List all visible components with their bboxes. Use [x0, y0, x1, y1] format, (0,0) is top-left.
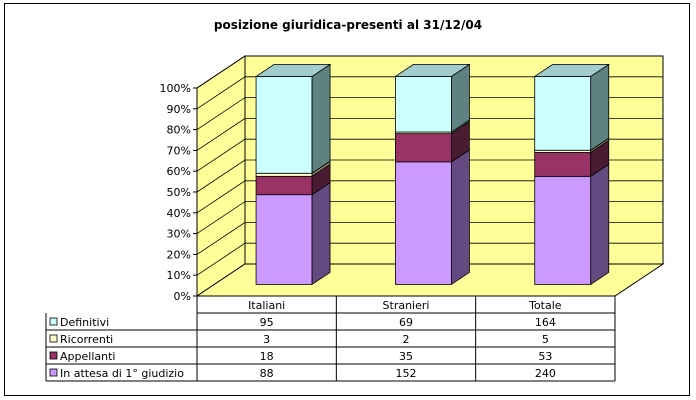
- y-tick-label: 70%: [167, 144, 191, 157]
- table-cell-value: 18: [260, 350, 274, 363]
- y-tick-label: 90%: [167, 103, 191, 116]
- gridline: [196, 55, 663, 89]
- gridline: [196, 76, 663, 110]
- y-tick-label: 20%: [167, 248, 191, 261]
- bar-side-Italiani-0: [311, 181, 331, 286]
- y-tick-label: 10%: [167, 269, 191, 282]
- y-tick-label: 60%: [167, 165, 191, 178]
- bar-Stranieri-3: [394, 76, 452, 133]
- bar-top-Stranieri: [394, 64, 471, 77]
- table-cell-value: 2: [403, 333, 410, 346]
- bar-Italiani-2: [255, 172, 313, 177]
- y-tick-label: 80%: [167, 124, 191, 137]
- gridline: [196, 201, 663, 234]
- bar-Totale-0: [534, 175, 592, 285]
- bar-Stranieri-1: [394, 133, 452, 163]
- table-cell-value: 53: [538, 350, 552, 363]
- bar-Italiani-3: [255, 76, 313, 174]
- table-cell-value: 95: [260, 316, 274, 329]
- y-tick-label: 0%: [174, 290, 191, 303]
- y-tick-label: 100%: [160, 82, 191, 95]
- legend-entry: Ricorrenti: [60, 333, 113, 346]
- y-tick-label: 40%: [167, 207, 191, 220]
- table-cell-value: 88: [260, 367, 274, 380]
- table-cell-value: 3: [263, 333, 270, 346]
- chart-title: posizione giuridica-presenti al 31/12/04: [213, 18, 483, 32]
- table-cell-value: 164: [535, 316, 556, 329]
- table-cell-value: 240: [535, 367, 556, 380]
- gridline: [196, 221, 663, 255]
- legend-entry: In attesa di 1° giudizio: [60, 367, 184, 380]
- bar-side-Totale-3: [590, 63, 610, 151]
- table-cell-value: 5: [542, 333, 549, 346]
- legend-swatch-1: [49, 351, 58, 360]
- legend-entry: Appellanti: [60, 350, 115, 363]
- legend-entry: Definitivi: [60, 316, 109, 329]
- gridline: [196, 180, 663, 214]
- legend-swatch-0: [49, 368, 58, 377]
- x-category-label: Stranieri: [383, 299, 430, 312]
- gridline: [196, 118, 663, 151]
- gridline: [196, 97, 663, 130]
- gridline: [196, 159, 663, 193]
- table-cell-value: 152: [396, 367, 417, 380]
- bar-Italiani-1: [255, 175, 313, 196]
- bar-Totale-3: [534, 76, 592, 151]
- bar-Italiani-0: [255, 194, 313, 285]
- bar-Totale-1: [534, 152, 592, 177]
- bar-side-Totale-0: [590, 163, 610, 286]
- bar-top-Italiani: [254, 64, 332, 77]
- bar-side-Stranieri-0: [450, 149, 470, 286]
- x-category-label: Totale: [528, 299, 562, 312]
- legend-swatch-2: [49, 334, 58, 343]
- x-category-label: Italiani: [248, 299, 285, 312]
- bar-top-Totale: [533, 64, 611, 77]
- legend-swatch-3: [49, 317, 58, 326]
- gridline: [196, 138, 663, 172]
- bar-side-Italiani-3: [311, 63, 331, 175]
- table-cell-value: 35: [399, 350, 413, 363]
- bar-Stranieri-0: [394, 161, 452, 285]
- gridline: [196, 242, 663, 276]
- table-cell-value: 69: [399, 316, 413, 329]
- y-tick-label: 50%: [167, 186, 191, 199]
- y-tick-label: 30%: [167, 228, 191, 241]
